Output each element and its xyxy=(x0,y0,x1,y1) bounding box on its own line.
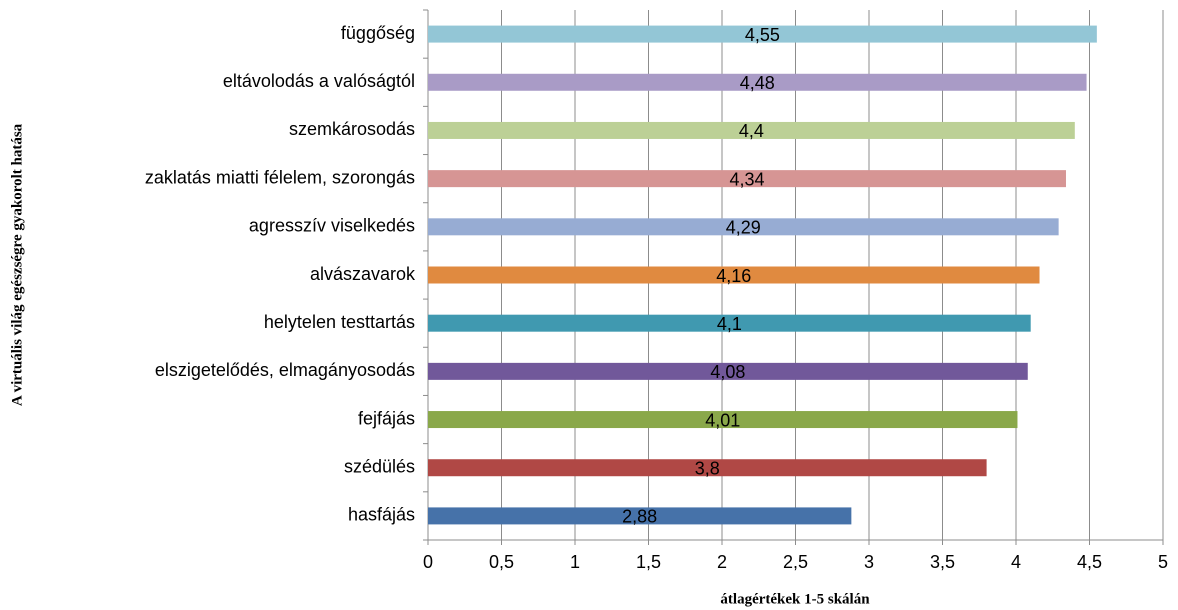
y-tick-label: függőség xyxy=(341,23,415,43)
bar xyxy=(428,266,1040,284)
x-tick-label: 4 xyxy=(1011,552,1021,572)
x-tick-label: 2 xyxy=(717,552,727,572)
value-label: 4,48 xyxy=(740,73,775,93)
bar xyxy=(428,507,852,525)
x-tick-label: 2,5 xyxy=(783,552,808,572)
bar xyxy=(428,73,1087,91)
y-tick-label: agresszív viselkedés xyxy=(249,216,415,236)
y-axis-title: A virtuális világ egészségre gyakorolt h… xyxy=(9,123,25,406)
bar xyxy=(428,411,1018,429)
bar xyxy=(428,25,1097,43)
x-tick-label: 3,5 xyxy=(930,552,955,572)
bar xyxy=(428,459,987,477)
value-label: 4,55 xyxy=(745,25,780,45)
x-tick-label: 0,5 xyxy=(489,552,514,572)
value-label: 4,34 xyxy=(729,169,764,189)
y-tick-label: fejfájás xyxy=(358,408,415,428)
x-tick-label: 1 xyxy=(570,552,580,572)
value-label: 4,01 xyxy=(705,410,740,430)
y-tick-label: helytelen testtartás xyxy=(264,312,415,332)
value-label: 4,08 xyxy=(710,362,745,382)
y-tick-label: alvászavarok xyxy=(310,264,416,284)
y-tick-label: szédülés xyxy=(344,456,415,476)
bar xyxy=(428,121,1075,139)
value-label: 2,88 xyxy=(622,507,657,527)
x-tick-label: 0 xyxy=(423,552,433,572)
y-tick-label: szemkárosodás xyxy=(289,119,415,139)
bar xyxy=(428,362,1028,380)
x-tick-label: 3 xyxy=(864,552,874,572)
value-label: 4,4 xyxy=(739,121,764,141)
y-tick-label: zaklatás miatti félelem, szorongás xyxy=(145,167,415,187)
bar xyxy=(428,218,1059,236)
value-label: 4,1 xyxy=(717,314,742,334)
x-tick-label: 5 xyxy=(1158,552,1168,572)
bar xyxy=(428,170,1066,188)
x-axis-title: átlagértékek 1-5 skálán xyxy=(720,591,870,607)
x-tick-label: 4,5 xyxy=(1077,552,1102,572)
y-tick-label: eltávolodás a valóságtól xyxy=(223,71,415,91)
y-tick-label: hasfájás xyxy=(348,505,415,525)
bar xyxy=(428,314,1031,332)
value-label: 4,29 xyxy=(726,218,761,238)
value-label: 4,16 xyxy=(716,266,751,286)
y-tick-label: elszigetelődés, elmagányosodás xyxy=(155,360,415,380)
x-tick-label: 1,5 xyxy=(636,552,661,572)
value-label: 3,8 xyxy=(695,458,720,478)
